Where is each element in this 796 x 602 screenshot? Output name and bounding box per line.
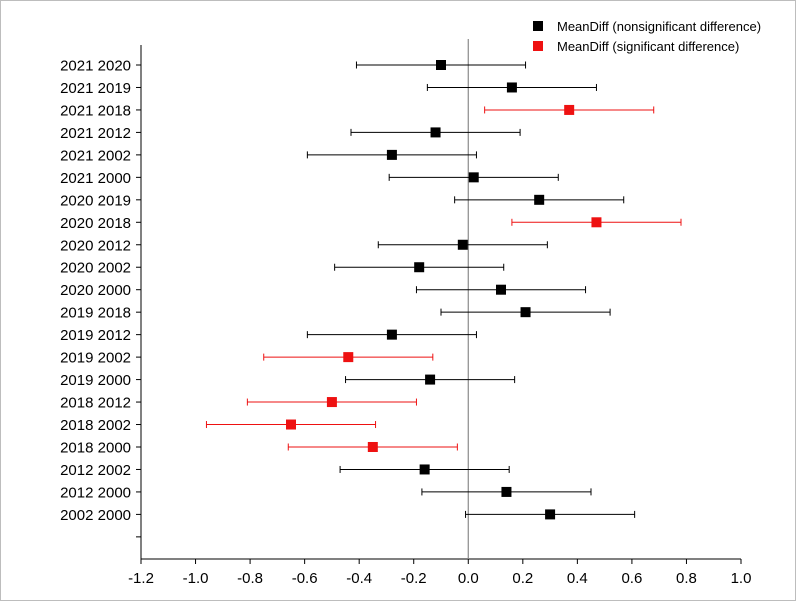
category-label: 2021 2002	[60, 147, 131, 164]
category-label: 2021 2020	[60, 58, 131, 75]
legend: MeanDiff (nonsignificant difference) Mea…	[533, 19, 761, 54]
category-label: 2020 2019	[60, 192, 131, 209]
category-label: 2021 2000	[60, 170, 131, 187]
category-label: 2019 2018	[60, 305, 131, 322]
category-label: 2018 2012	[60, 395, 131, 412]
x-tick-label: -1.0	[183, 570, 209, 587]
category-label: 2019 2000	[60, 372, 131, 389]
mean-diff-point	[419, 464, 430, 475]
marks-group	[205, 60, 682, 520]
legend-label-nonsignificant: MeanDiff (nonsignificant difference)	[557, 19, 761, 34]
category-label: 2018 2002	[60, 417, 131, 434]
mean-diff-point	[386, 329, 397, 340]
mean-diff-point	[468, 172, 479, 183]
mean-diff-point	[501, 486, 512, 497]
mean-diff-point	[506, 82, 517, 93]
mean-diff-point	[326, 397, 337, 408]
legend-marker-nonsignificant	[533, 21, 543, 31]
mean-diff-point	[545, 509, 556, 520]
mean-diff-point	[457, 239, 468, 250]
mean-diff-point	[286, 419, 296, 430]
x-tick-label: -0.4	[346, 570, 372, 587]
category-label: 2019 2012	[60, 327, 131, 344]
x-tick-label: 0.4	[567, 570, 588, 587]
mean-diff-point	[343, 352, 354, 363]
mean-diff-point	[534, 194, 545, 205]
category-label: 2020 2012	[60, 237, 131, 254]
x-tick-label: -0.2	[401, 570, 427, 587]
mean-diff-point	[496, 284, 506, 295]
x-tick-label: 0.0	[458, 570, 479, 587]
x-tick-label: 0.8	[676, 570, 697, 587]
mean-diff-point	[591, 217, 602, 228]
category-label: 2021 2018	[60, 102, 131, 119]
mean-diff-point	[386, 149, 397, 160]
category-label: 2021 2012	[60, 125, 131, 142]
mean-diff-point	[520, 307, 531, 318]
category-label: 2012 2000	[60, 484, 131, 501]
x-tick-label: -0.8	[237, 570, 263, 587]
category-label: 2019 2002	[60, 350, 131, 367]
x-tick-label: -0.6	[292, 570, 318, 587]
category-label: 2020 2002	[60, 260, 131, 277]
axes-group: -1.2 -1.0 -0.8 -0.6 -0.4 -0.2 0.0 0.2 0.4 0.6 0.8 1…	[60, 39, 751, 587]
mean-diff-point	[430, 127, 441, 138]
mean-diff-point	[436, 60, 446, 70]
category-label: 2021 2019	[60, 80, 131, 97]
mean-diff-point	[425, 374, 436, 385]
mean-diff-point	[367, 441, 378, 452]
x-tick-label: 1.0	[731, 570, 752, 587]
category-label: 2020 2018	[60, 215, 131, 232]
legend-label-significant: MeanDiff (significant difference)	[557, 39, 739, 54]
x-tick-label: 0.2	[512, 570, 533, 587]
category-label: 2018 2000	[60, 439, 131, 456]
x-tick-label: -1.2	[128, 570, 154, 587]
mean-diff-point	[414, 262, 425, 273]
mean-diff-point	[564, 104, 575, 115]
category-label: 2012 2002	[60, 462, 131, 479]
category-label: 2020 2000	[60, 282, 131, 299]
category-label: 2002 2000	[60, 507, 131, 524]
legend-marker-significant	[533, 41, 543, 51]
x-tick-label: 0.6	[621, 570, 642, 587]
